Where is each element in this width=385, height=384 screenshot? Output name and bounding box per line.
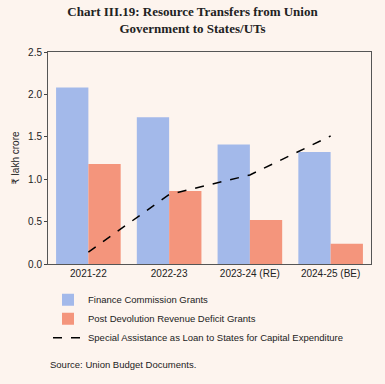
- svg-text:Source: Union Budget Documents: Source: Union Budget Documents.: [50, 359, 196, 370]
- svg-text:0.5: 0.5: [28, 216, 42, 227]
- svg-text:2023-24 (RE): 2023-24 (RE): [220, 268, 280, 279]
- svg-text:Special Assistance as Loan to: Special Assistance as Loan to States for…: [88, 332, 343, 343]
- svg-text:Finance Commission Grants: Finance Commission Grants: [88, 294, 208, 305]
- svg-text:Chart III.19: Resource Transfe: Chart III.19: Resource Transfers from Un…: [67, 4, 318, 36]
- svg-text:0.0: 0.0: [28, 259, 42, 270]
- svg-text:1.5: 1.5: [28, 131, 42, 142]
- svg-text:2022-23: 2022-23: [151, 268, 188, 279]
- svg-text:Post Devolution Revenue Defici: Post Devolution Revenue Deficit Grants: [88, 313, 256, 324]
- svg-text:₹ lakh crore: ₹ lakh crore: [10, 131, 21, 184]
- svg-text:2.5: 2.5: [28, 47, 42, 58]
- svg-text:2.0: 2.0: [28, 89, 42, 100]
- svg-text:2024-25 (BE): 2024-25 (BE): [301, 268, 360, 279]
- svg-text:2021-22: 2021-22: [70, 268, 107, 279]
- svg-text:1.0: 1.0: [28, 174, 42, 185]
